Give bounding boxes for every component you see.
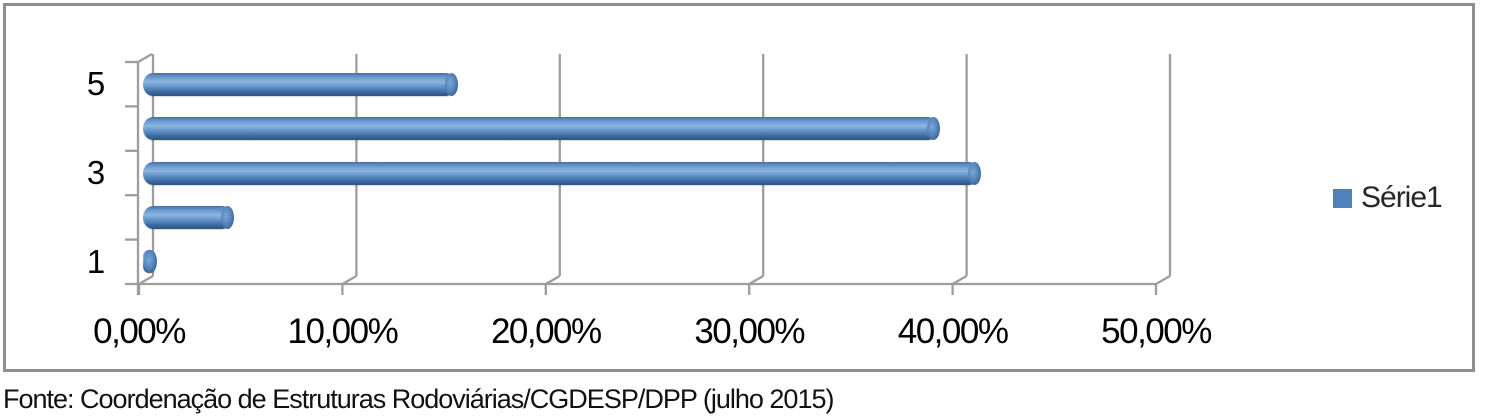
x-tick-label: 20,00%: [490, 312, 602, 351]
y-tick-label: 5: [86, 65, 106, 103]
y-tick-label: 3: [86, 154, 106, 191]
bar-end-cap: [967, 161, 981, 185]
x-tick-label: 50,00%: [1101, 312, 1212, 351]
y-tick-label: 1: [86, 242, 106, 280]
legend-series-label: Série1: [1361, 181, 1443, 214]
bar-category-2: [143, 205, 235, 229]
bar-end-cap: [221, 205, 235, 229]
bar-category-5: [143, 72, 459, 96]
x-tick-label: 10,00%: [287, 312, 399, 351]
bar-end-cap: [144, 250, 157, 274]
bar-category-1: [143, 250, 157, 274]
bar-category-4: [143, 117, 941, 141]
legend-swatch-icon: [1333, 188, 1352, 208]
source-note: Fonte: Coordenação de Estruturas Rodoviá…: [3, 384, 834, 414]
bar-end-cap: [445, 72, 459, 96]
bar-category-3: [143, 161, 981, 185]
x-tick-label: 40,00%: [897, 312, 1009, 351]
legend: Série1: [1333, 181, 1443, 215]
bar-end-cap: [927, 117, 941, 141]
x-tick-label: 30,00%: [694, 312, 805, 351]
x-tick-label: 0,00%: [93, 312, 186, 351]
chart-frame: [3, 3, 1475, 372]
